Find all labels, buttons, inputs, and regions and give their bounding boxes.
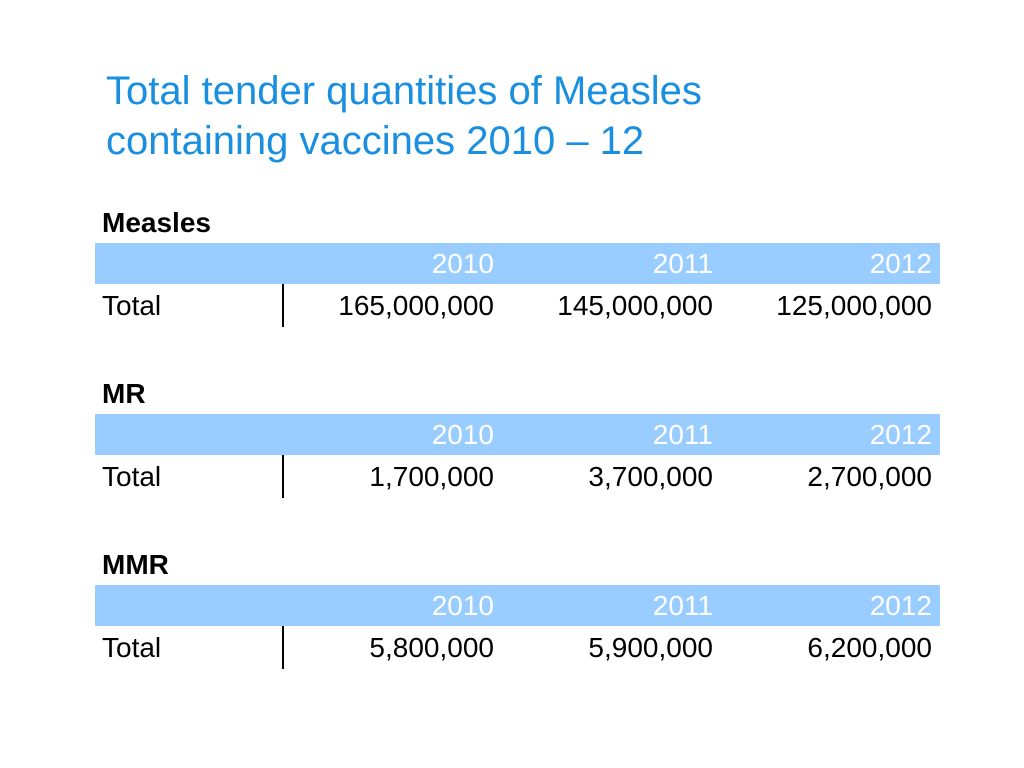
header-empty-cell — [95, 414, 283, 455]
value-cell: 2,700,000 — [807, 460, 932, 492]
table-row: Total 5,800,000 5,900,000 6,200,000 — [95, 626, 940, 669]
value-cell: 145,000,000 — [557, 289, 713, 321]
header-year: 2010 — [431, 589, 494, 621]
header-empty-cell — [95, 243, 283, 284]
section-heading: MR — [102, 378, 146, 409]
value-cell: 5,800,000 — [369, 631, 494, 663]
quantities-table: 2010 2011 2012 Total 5,800,000 5,900,000… — [95, 585, 940, 669]
section-mr: MR 2010 2011 2012 Total 1,700,000 3,700,… — [95, 374, 940, 498]
section-heading: Measles — [102, 207, 211, 238]
row-label: Total — [95, 455, 284, 498]
section-measles: Measles 2010 2011 2012 Total 165,000,000… — [95, 203, 940, 327]
section-heading: MMR — [102, 549, 169, 580]
header-year: 2011 — [652, 418, 713, 450]
header-year: 2012 — [869, 589, 932, 621]
value-cell: 6,200,000 — [807, 631, 932, 663]
header-year: 2010 — [431, 418, 494, 450]
header-empty-cell — [95, 585, 283, 626]
table-row: Total 1,700,000 3,700,000 2,700,000 — [95, 455, 940, 498]
quantities-table: 2010 2011 2012 Total 165,000,000 145,000… — [95, 243, 940, 327]
slide-title-line-2: containing vaccines 2010 – 12 — [106, 119, 645, 163]
value-cell: 3,700,000 — [588, 460, 713, 492]
slide-title: Total tender quantities of Measles conta… — [106, 66, 966, 166]
row-label: Total — [95, 626, 284, 669]
header-year: 2011 — [652, 247, 713, 279]
value-cell: 5,900,000 — [588, 631, 713, 663]
value-cell: 165,000,000 — [338, 289, 494, 321]
header-year: 2010 — [431, 247, 494, 279]
quantities-table: 2010 2011 2012 Total 1,700,000 3,700,000… — [95, 414, 940, 498]
value-cell: 125,000,000 — [776, 289, 932, 321]
table-row: Total 165,000,000 145,000,000 125,000,00… — [95, 284, 940, 327]
header-year: 2012 — [869, 418, 932, 450]
table-header-row: 2010 2011 2012 — [95, 414, 940, 455]
section-mmr: MMR 2010 2011 2012 Total 5,800,000 5,900… — [95, 545, 940, 669]
table-header-row: 2010 2011 2012 — [95, 585, 940, 626]
table-header-row: 2010 2011 2012 — [95, 243, 940, 284]
slide-title-line-1: Total tender quantities of Measles — [106, 69, 702, 113]
header-year: 2011 — [652, 589, 713, 621]
row-label: Total — [95, 284, 284, 327]
value-cell: 1,700,000 — [369, 460, 494, 492]
header-year: 2012 — [869, 247, 932, 279]
